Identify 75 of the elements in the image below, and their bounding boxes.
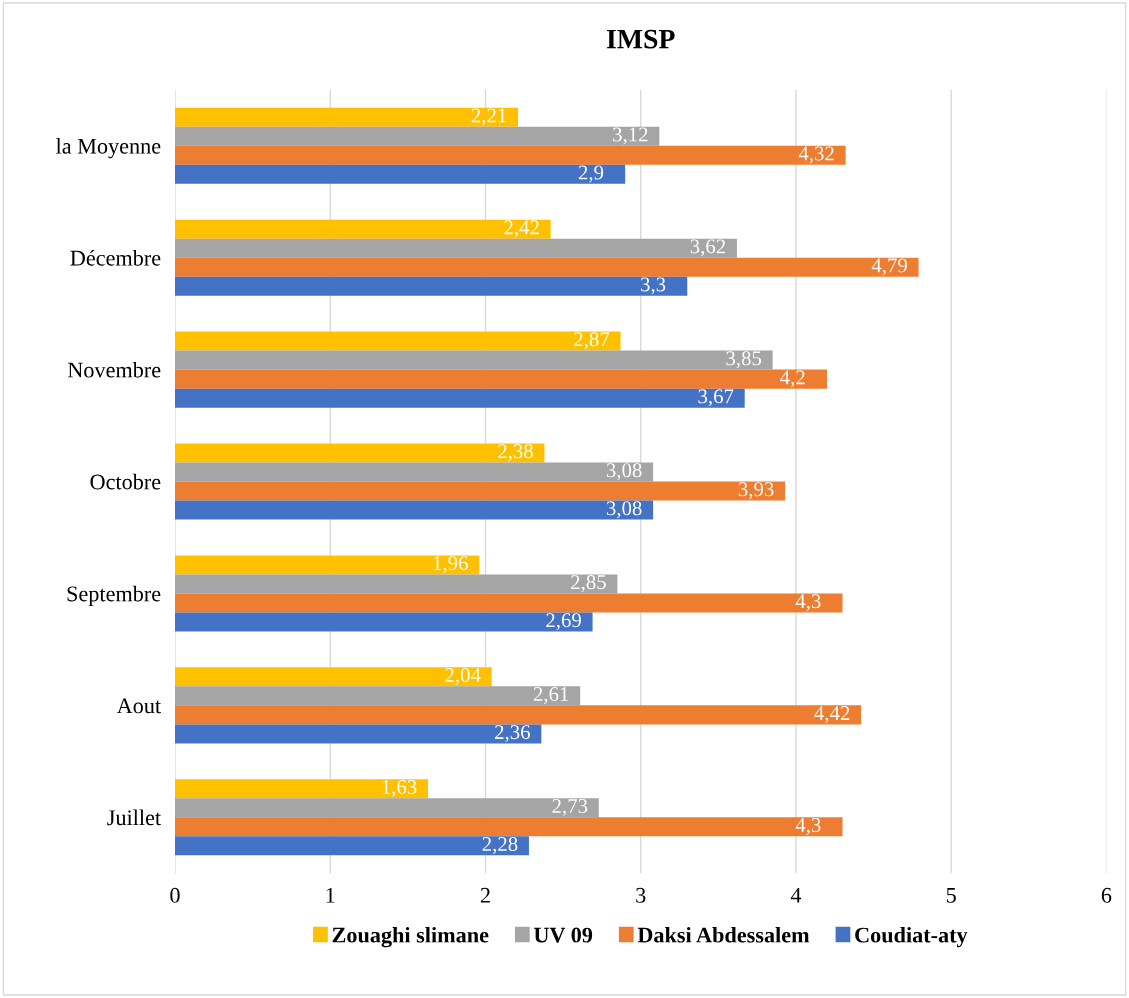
data-label: 2,36 [495, 725, 530, 743]
bar [174, 331, 621, 351]
x-tick-label: 0 [170, 887, 180, 903]
x-tick-label: 6 [1101, 887, 1112, 903]
data-label: 3,67 [698, 389, 734, 407]
bar [174, 107, 519, 127]
bar [174, 500, 654, 520]
bar [174, 164, 626, 184]
bar [174, 667, 492, 687]
data-label: 2,73 [552, 798, 588, 816]
x-tick-label: 4 [790, 887, 802, 903]
bar [174, 257, 919, 277]
data-label: 3,12 [613, 127, 648, 145]
x-tick-label: 3 [636, 887, 646, 903]
data-label: 3,85 [726, 351, 762, 369]
bar [174, 779, 429, 799]
bar [174, 612, 593, 632]
bar [174, 443, 545, 463]
legend-label: Coudiat-aty [855, 926, 968, 948]
legend-label: UV 09 [533, 927, 593, 943]
bar [174, 481, 786, 501]
bar [174, 388, 745, 408]
y-tick-label: la Moyenne [56, 138, 161, 159]
data-label: 2,28 [482, 836, 518, 855]
data-label: 2,61 [533, 687, 569, 705]
data-label: 1,96 [433, 556, 468, 574]
bar [174, 686, 581, 706]
bar [174, 705, 862, 725]
data-label: 2,42 [504, 220, 539, 238]
data-label: 2,21 [471, 108, 507, 126]
y-tick-label: Décembre [70, 249, 161, 266]
bar [174, 798, 599, 818]
bar [174, 350, 773, 370]
data-label: 4,79 [871, 258, 907, 276]
bar [174, 126, 660, 146]
data-label: 2,38 [498, 444, 533, 462]
bar [174, 219, 551, 239]
y-tick-label: Aout [116, 698, 161, 714]
bar [174, 555, 480, 575]
bar [174, 574, 618, 594]
data-label: 4,2 [780, 370, 805, 388]
x-tick-label: 1 [326, 887, 335, 903]
data-label: 4,32 [798, 146, 834, 164]
legend-label: Zouaghi slimane [332, 926, 489, 948]
data-label: 3,3 [641, 277, 666, 295]
bar [174, 369, 827, 389]
data-label: 2,9 [578, 165, 604, 183]
chart-title: IMSP [606, 29, 675, 49]
y-tick-label: Octobre [90, 473, 161, 490]
data-label: 2,69 [546, 613, 581, 631]
data-label: 2,85 [571, 575, 606, 593]
data-label: 4,3 [795, 818, 821, 836]
bar [174, 817, 843, 837]
data-label: 1,63 [382, 779, 417, 797]
legend-label: Daksi Abdessalem [637, 926, 810, 943]
bar [174, 462, 654, 482]
y-tick-label: Juillet [107, 809, 161, 826]
bar [174, 836, 529, 856]
x-tick-label: 2 [480, 887, 490, 903]
y-tick-label: Novembre [67, 361, 161, 378]
data-label: 4,42 [814, 706, 850, 724]
x-tick-label: 5 [946, 888, 956, 903]
y-tick-label: Septembre [67, 585, 161, 606]
data-label: 3,08 [606, 501, 642, 519]
data-label: 3,62 [690, 239, 726, 257]
data-label: 4,3 [795, 594, 821, 612]
data-label: 3,08 [606, 463, 642, 481]
data-label: 3,93 [738, 482, 774, 500]
data-label: 2,87 [574, 332, 610, 350]
bar [174, 593, 843, 613]
bar [174, 276, 688, 296]
bar [174, 238, 737, 258]
data-label: 2,04 [445, 667, 481, 686]
bar [174, 145, 846, 165]
bar [174, 724, 542, 744]
